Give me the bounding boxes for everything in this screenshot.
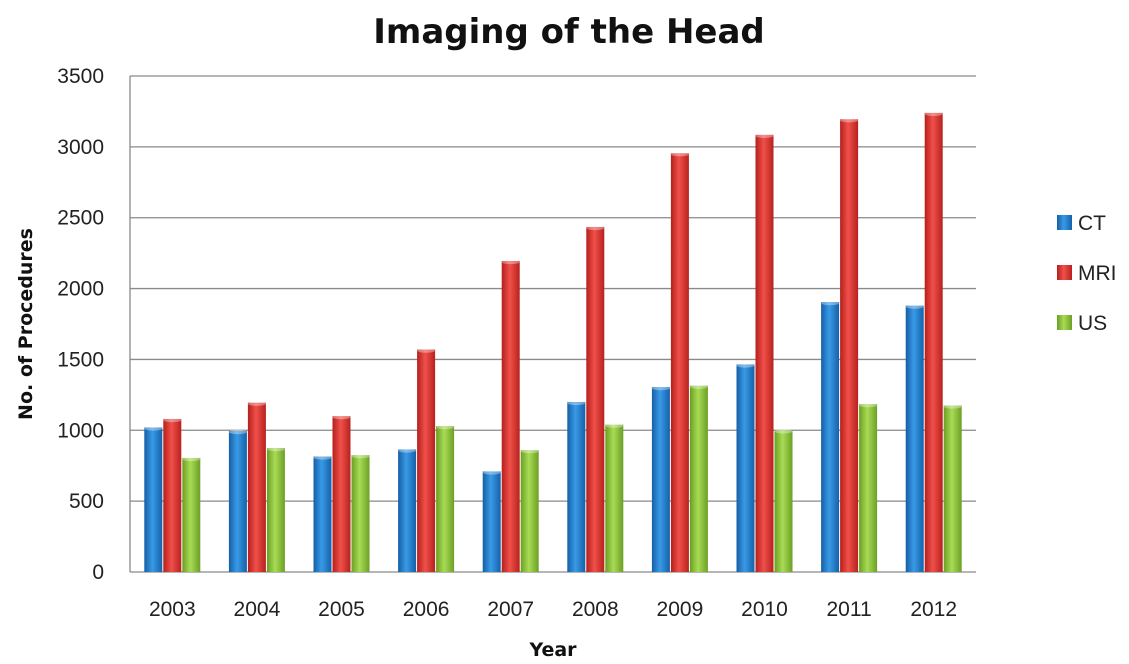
bar-cap-ct-2009 [651, 385, 670, 391]
x-axis-title: Year [528, 639, 577, 661]
bar-us-2005 [351, 455, 370, 572]
bar-cap-us-2006 [436, 424, 455, 430]
y-tick-label: 500 [69, 490, 104, 513]
bar-us-2011 [859, 404, 878, 572]
bar-cap-mri-2005 [332, 414, 351, 420]
bar-ct-2003 [144, 427, 163, 572]
bar-cap-ct-2004 [228, 429, 247, 435]
y-tick-label: 1000 [57, 419, 104, 442]
bar-cap-mri-2006 [417, 348, 436, 353]
bar-cap-us-2005 [351, 453, 370, 459]
x-tick-label: 2011 [827, 598, 872, 621]
bar-mri-2003 [163, 418, 182, 572]
bar-cap-us-2012 [943, 404, 962, 409]
x-tick-label: 2008 [572, 598, 619, 621]
x-tick-label: 2003 [149, 598, 196, 621]
bar-us-2006 [436, 426, 455, 572]
bars [144, 111, 962, 573]
bar-mri-2004 [247, 402, 266, 572]
x-tick-label: 2004 [234, 598, 281, 621]
bar-cap-mri-2012 [924, 111, 943, 117]
bar-cap-ct-2003 [144, 426, 163, 431]
bar-cap-us-2007 [520, 448, 539, 454]
bar-mri-2007 [501, 260, 520, 572]
bar-ct-2008 [567, 401, 586, 572]
bar-cap-mri-2004 [247, 401, 266, 406]
bar-mri-2012 [924, 112, 943, 573]
bar-us-2004 [266, 448, 285, 572]
bar-cap-ct-2008 [567, 400, 586, 406]
bar-cap-ct-2007 [482, 470, 501, 475]
x-tick-label: 2006 [403, 598, 450, 621]
bar-cap-mri-2009 [670, 152, 689, 157]
y-tick-label: 3000 [57, 136, 104, 159]
y-tick-label: 2000 [57, 278, 104, 301]
bar-cap-us-2004 [266, 446, 285, 452]
legend-label-us: US [1078, 312, 1107, 335]
bar-mri-2005 [332, 416, 351, 572]
bar-mri-2010 [755, 134, 774, 572]
bar-mri-2009 [670, 153, 689, 572]
x-tick-label: 2009 [657, 598, 704, 621]
bar-mri-2006 [417, 349, 436, 572]
bar-cap-mri-2011 [840, 118, 859, 123]
bar-ct-2009 [651, 387, 670, 572]
legend-swatch-ct [1057, 215, 1072, 230]
legend-label-ct: CT [1078, 212, 1106, 235]
bar-mri-2011 [840, 119, 859, 573]
legend-swatch-us [1057, 315, 1072, 330]
y-tick-label: 0 [92, 561, 104, 584]
bar-ct-2005 [313, 456, 332, 572]
bar-ct-2010 [736, 364, 755, 572]
bar-cap-ct-2005 [313, 455, 332, 460]
legend-swatch-mri [1057, 265, 1072, 280]
legend: CT MRI US [1057, 212, 1117, 335]
bar-cap-us-2011 [859, 402, 878, 408]
bar-ct-2004 [228, 430, 247, 572]
bar-cap-us-2010 [774, 429, 793, 434]
bar-cap-ct-2010 [736, 363, 755, 368]
bar-cap-mri-2003 [163, 417, 182, 423]
bar-ct-2012 [905, 305, 924, 572]
bar-us-2010 [774, 430, 793, 572]
bar-cap-mri-2010 [755, 133, 774, 139]
x-tick-label: 2007 [487, 598, 534, 621]
bar-cap-mri-2008 [586, 225, 605, 231]
bar-us-2003 [182, 457, 201, 572]
bar-cap-mri-2007 [501, 259, 520, 265]
bar-cap-us-2009 [689, 384, 708, 389]
bar-us-2009 [689, 385, 708, 572]
y-tick-label: 2500 [57, 207, 104, 230]
x-tick-label: 2005 [318, 598, 365, 621]
legend-label-mri: MRI [1078, 262, 1117, 285]
y-axis-title: No. of Procedures [15, 228, 37, 420]
bar-cap-us-2003 [182, 456, 201, 462]
bar-mri-2008 [586, 226, 605, 572]
bar-cap-ct-2011 [821, 300, 840, 306]
bar-cap-ct-2006 [398, 448, 417, 453]
y-tick-label: 1500 [57, 348, 104, 371]
bar-us-2008 [605, 424, 624, 572]
chart-title: Imaging of the Head [373, 12, 765, 52]
bar-ct-2006 [398, 449, 417, 572]
y-tick-labels: 0 500 1000 1500 2000 2500 3000 3500 [57, 65, 104, 584]
bar-cap-ct-2012 [905, 304, 924, 309]
x-tick-label: 2012 [910, 598, 957, 621]
bar-ct-2007 [482, 471, 501, 572]
bar-ct-2011 [821, 302, 840, 572]
y-tick-label: 3500 [57, 65, 104, 88]
x-tick-labels: 2003 2004 2005 2006 2007 2008 2009 2010 2011 2012 [149, 598, 957, 621]
x-tick-label: 2010 [741, 598, 788, 621]
bar-us-2007 [520, 450, 539, 572]
bar-cap-us-2008 [605, 423, 624, 428]
bar-us-2012 [943, 405, 962, 572]
